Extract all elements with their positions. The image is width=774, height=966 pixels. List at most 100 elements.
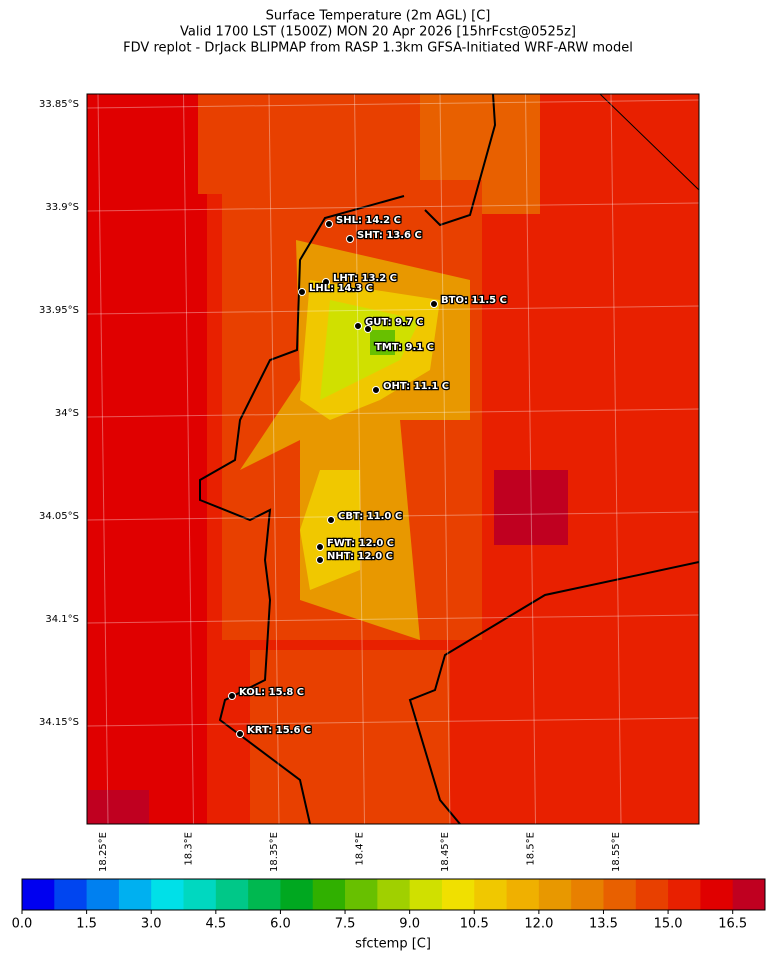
colorbar-tick-label: 3.0: [141, 917, 162, 932]
title-line: FDV replot - DrJack BLIPMAP from RASP 1.…: [123, 41, 633, 56]
lon-label: 18.35°E: [269, 832, 280, 872]
lon-label: 18.5°E: [526, 832, 537, 866]
lon-line: [183, 93, 194, 825]
lon-line: [354, 93, 365, 825]
lon-line: [610, 93, 622, 825]
lat-line: [86, 99, 700, 109]
title: Surface Temperature (2m AGL) [C] Valid 1…: [123, 9, 633, 56]
station-label: GUT: 9.7 C: [365, 317, 424, 328]
colorbar-tick-label: 15.0: [654, 917, 683, 932]
station-dot: [228, 692, 236, 700]
colorbar-tick-label: 10.5: [460, 917, 489, 932]
station-label: TMT: 9.1 C: [375, 342, 434, 353]
colorbar-tick-label: 6.0: [270, 917, 291, 932]
colorbar-swatch: [571, 879, 604, 910]
colorbar-swatch: [732, 879, 766, 910]
colorbar-swatch: [538, 879, 572, 910]
lat-label: 33.85°S: [39, 99, 79, 110]
colorbar-swatch: [118, 879, 152, 910]
station-label: LHL: 14.3 C: [309, 283, 373, 294]
lon-label: 18.25°E: [98, 832, 109, 872]
title-line: Surface Temperature (2m AGL) [C]: [266, 9, 491, 24]
map-raster: [87, 94, 699, 824]
colorbar-swatch: [668, 879, 701, 910]
lon-label: 18.4°E: [355, 832, 366, 866]
station-label: SHL: 14.2 C: [336, 215, 401, 226]
station-label: NHT: 12.0 C: [327, 551, 393, 562]
colorbar-swatch: [280, 879, 314, 910]
station-label: LHT: 13.2 C: [333, 273, 397, 284]
station-dot: [316, 543, 324, 551]
colorbar-swatch: [409, 879, 443, 910]
station-dot: [327, 516, 335, 524]
colorbar-swatch: [22, 879, 55, 910]
colorbar: 0.0 1.5 3.0 4.5 6.0 7.5 9.0 10.5 12.0 13.5 15.0 16.…: [12, 878, 766, 932]
station-dot: [430, 300, 438, 308]
lon-line: [268, 93, 280, 825]
colorbar-swatch: [441, 879, 475, 910]
station-dot: [354, 322, 362, 330]
lon-line: [439, 93, 451, 825]
colorbar-swatch: [377, 879, 411, 910]
colorbar-swatch: [215, 879, 249, 910]
colorbar-swatch: [700, 879, 734, 910]
lat-label: 33.9°S: [45, 202, 79, 213]
lon-line: [525, 93, 536, 825]
colorbar-swatch: [603, 879, 637, 910]
lon-label: 18.3°E: [184, 832, 195, 866]
lat-label: 34.05°S: [39, 511, 79, 522]
lat-line: [86, 614, 700, 624]
map-frame: [86, 93, 700, 825]
colorbar-tick-label: 9.0: [399, 917, 420, 932]
station-dot: [325, 220, 333, 228]
colorbar-tick-label: 1.5: [76, 917, 97, 932]
station-dot: [316, 556, 324, 564]
station-dot: [364, 325, 372, 333]
lat-line: [86, 202, 700, 212]
colorbar-swatch: [86, 879, 120, 910]
lon-label: 18.45°E: [440, 832, 451, 872]
colorbar-swatch: [248, 879, 281, 910]
colorbar-tick-label: 0.0: [12, 917, 33, 932]
lat-label: 33.95°S: [39, 305, 79, 316]
lon-line: [97, 93, 109, 825]
colorbar-tick-label: 13.5: [589, 917, 618, 932]
lon-label: 18.55°E: [611, 832, 622, 872]
lat-label: 34°S: [55, 408, 79, 419]
colorbar-frame: [21, 878, 766, 911]
station-dot: [298, 288, 306, 296]
lat-line: [86, 408, 700, 418]
station-label: OHT: 11.1 C: [383, 381, 449, 392]
colorbar-tick-label: 16.5: [718, 917, 747, 932]
station-label: BTO: 11.5 C: [441, 295, 507, 306]
colorbar-swatch: [54, 879, 88, 910]
station-dot: [236, 730, 244, 738]
colorbar-swatch: [474, 879, 508, 910]
colorbar-tick-label: 4.5: [205, 917, 226, 932]
station-dot: [346, 235, 354, 243]
colorbar-swatch: [345, 879, 378, 910]
lat-label: 34.1°S: [45, 614, 79, 625]
station-label: CBT: 11.0 C: [338, 511, 402, 522]
lat-line: [86, 305, 700, 315]
colorbar-swatch: [635, 879, 669, 910]
colorbar-swatch: [183, 879, 217, 910]
station-label: SHT: 13.6 C: [357, 230, 422, 241]
station-dot: [372, 386, 380, 394]
station-label: FWT: 12.0 C: [327, 538, 394, 549]
station-label: KOL: 15.8 C: [239, 687, 304, 698]
station-dot: [322, 278, 330, 286]
colorbar-tick-label: 7.5: [335, 917, 356, 932]
colorbar-swatch: [151, 879, 185, 910]
lat-line: [86, 511, 700, 521]
lat-line: [86, 717, 700, 727]
colorbar-swatch: [312, 879, 346, 910]
colorbar-tick-label: 12.0: [524, 917, 553, 932]
colorbar-label: sfctemp [C]: [355, 937, 431, 952]
colorbar-swatch: [506, 879, 540, 910]
lat-label: 34.15°S: [39, 717, 79, 728]
graticule: [86, 93, 700, 825]
title-line: Valid 1700 LST (1500Z) MON 20 Apr 2026 […: [180, 25, 576, 40]
